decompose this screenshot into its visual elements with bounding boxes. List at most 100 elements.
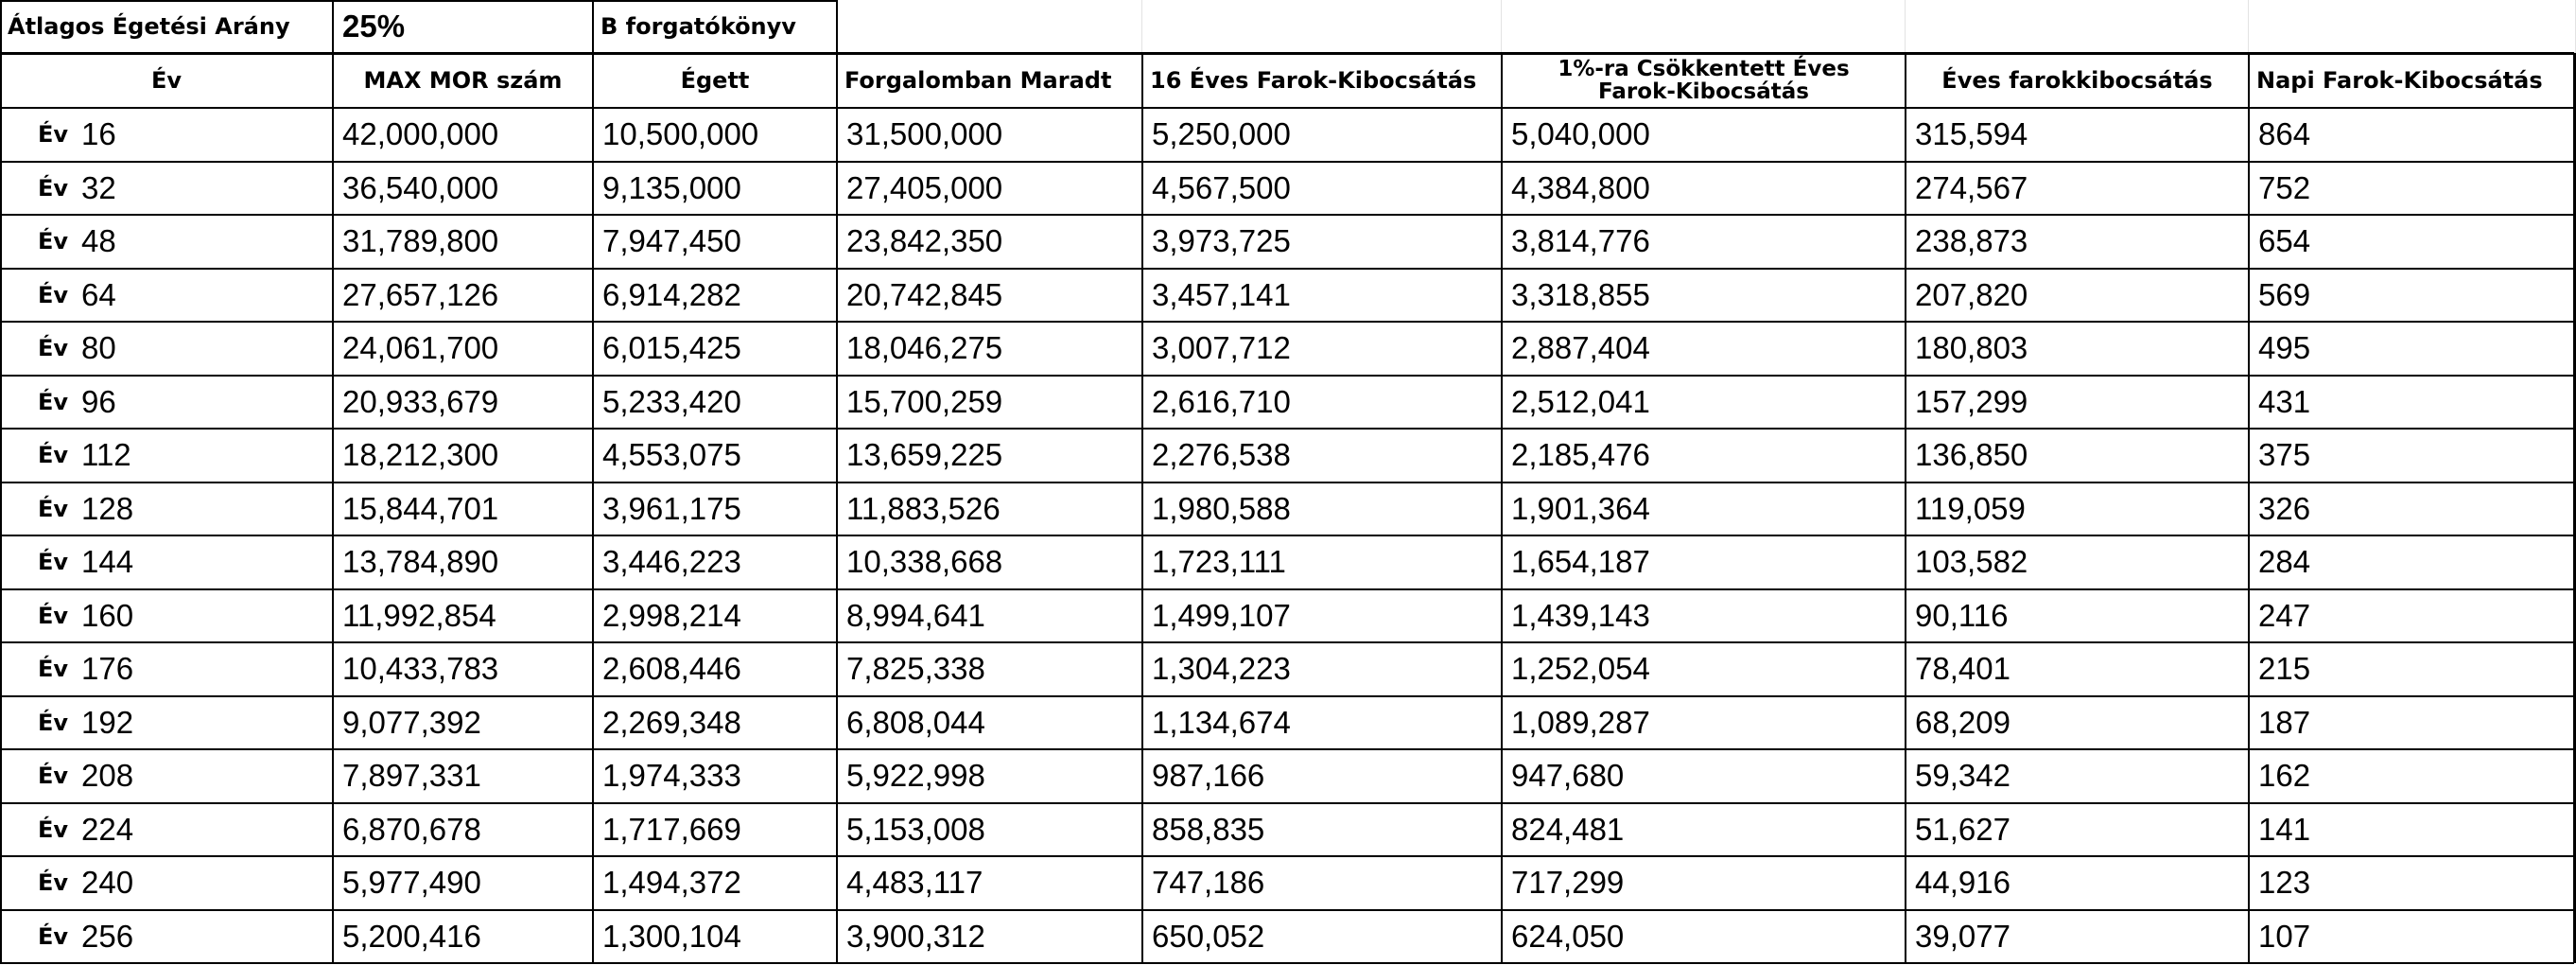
burned-cell[interactable]: 9,135,000 <box>602 169 741 205</box>
circulating-cell[interactable]: 7,825,338 <box>846 651 985 687</box>
year-cell[interactable]: Év 208 <box>0 749 333 803</box>
tail-reduced-cell[interactable]: 3,814,776 <box>1511 223 1650 259</box>
header-circulating[interactable]: Forgalomban Maradt <box>844 67 1112 94</box>
header-annual-tail-emission[interactable]: Éves farokkibocsátás <box>1941 67 2213 94</box>
tail-reduced-cell[interactable]: 824,481 <box>1511 811 1625 847</box>
year-cell[interactable]: Év 96 <box>0 376 333 430</box>
tail-16-year-cell[interactable]: 858,835 <box>1152 811 1265 847</box>
max-mor-cell[interactable]: 5,200,416 <box>342 918 481 954</box>
tail-annual-cell[interactable]: 68,209 <box>1915 704 2010 740</box>
circulating-cell[interactable]: 15,700,259 <box>846 383 1003 419</box>
tail-reduced-cell[interactable]: 624,050 <box>1511 918 1625 954</box>
burned-cell[interactable]: 6,015,425 <box>602 330 741 366</box>
tail-daily-cell[interactable]: 864 <box>2258 116 2311 152</box>
max-mor-cell[interactable]: 42,000,000 <box>342 116 499 152</box>
year-cell[interactable]: Év 80 <box>0 322 333 376</box>
circulating-cell[interactable]: 8,994,641 <box>846 597 985 633</box>
max-mor-cell[interactable]: 11,992,854 <box>342 597 496 633</box>
tail-16-year-cell[interactable]: 1,980,588 <box>1152 490 1291 526</box>
empty-cell[interactable] <box>837 0 1142 53</box>
empty-cell[interactable] <box>1906 0 2249 53</box>
year-cell[interactable]: Év 160 <box>0 589 333 643</box>
max-mor-cell[interactable]: 27,657,126 <box>342 276 499 312</box>
burned-cell[interactable]: 7,947,450 <box>602 223 741 259</box>
tail-daily-cell[interactable]: 123 <box>2258 865 2311 901</box>
circulating-cell[interactable]: 23,842,350 <box>846 223 1003 259</box>
burned-cell[interactable]: 2,608,446 <box>602 651 741 687</box>
circulating-cell[interactable]: 4,483,117 <box>846 865 983 901</box>
burned-cell[interactable]: 1,494,372 <box>602 865 741 901</box>
tail-daily-cell[interactable]: 569 <box>2258 276 2311 312</box>
tail-reduced-cell[interactable]: 3,318,855 <box>1511 276 1650 312</box>
max-mor-cell[interactable]: 13,784,890 <box>342 544 499 580</box>
max-mor-cell[interactable]: 10,433,783 <box>342 651 499 687</box>
tail-daily-cell[interactable]: 162 <box>2258 758 2311 794</box>
tail-16-year-cell[interactable]: 1,499,107 <box>1152 597 1291 633</box>
header-year[interactable]: Év <box>150 67 183 94</box>
tail-reduced-cell[interactable]: 1,089,287 <box>1511 704 1650 740</box>
tail-reduced-cell[interactable]: 5,040,000 <box>1511 116 1650 152</box>
max-mor-cell[interactable]: 15,844,701 <box>342 490 499 526</box>
tail-16-year-cell[interactable]: 1,134,674 <box>1152 704 1291 740</box>
burn-rate-label[interactable]: Átlagos Égetési Arány <box>8 13 290 40</box>
tail-16-year-cell[interactable]: 2,276,538 <box>1152 437 1291 473</box>
year-cell[interactable]: Év 48 <box>0 215 333 269</box>
tail-16-year-cell[interactable]: 4,567,500 <box>1152 169 1291 205</box>
tail-reduced-cell[interactable]: 1,439,143 <box>1511 597 1650 633</box>
tail-16-year-cell[interactable]: 3,007,712 <box>1152 330 1291 366</box>
burned-cell[interactable]: 2,269,348 <box>602 704 741 740</box>
max-mor-cell[interactable]: 24,061,700 <box>342 330 499 366</box>
tail-annual-cell[interactable]: 59,342 <box>1915 758 2010 794</box>
scenario-label[interactable]: B forgatókönyv <box>600 13 796 40</box>
tail-16-year-cell[interactable]: 2,616,710 <box>1152 383 1291 419</box>
year-cell[interactable]: Év 112 <box>0 429 333 482</box>
tail-annual-cell[interactable]: 315,594 <box>1915 116 2028 152</box>
empty-cell[interactable] <box>1502 0 1906 53</box>
circulating-cell[interactable]: 13,659,225 <box>846 437 1003 473</box>
burned-cell[interactable]: 4,553,075 <box>602 437 741 473</box>
header-16-year-tail-emission[interactable]: 16 Éves Farok-Kibocsátás <box>1150 67 1477 94</box>
tail-daily-cell[interactable]: 326 <box>2258 490 2311 526</box>
tail-16-year-cell[interactable]: 5,250,000 <box>1152 116 1291 152</box>
tail-annual-cell[interactable]: 207,820 <box>1915 276 2028 312</box>
circulating-cell[interactable]: 11,883,526 <box>846 490 1001 526</box>
tail-reduced-cell[interactable]: 1,901,364 <box>1511 490 1650 526</box>
header-max-mor[interactable]: MAX MOR szám <box>363 67 563 94</box>
tail-daily-cell[interactable]: 752 <box>2258 169 2311 205</box>
tail-16-year-cell[interactable]: 650,052 <box>1152 918 1265 954</box>
tail-16-year-cell[interactable]: 987,166 <box>1152 758 1265 794</box>
circulating-cell[interactable]: 31,500,000 <box>846 116 1003 152</box>
tail-annual-cell[interactable]: 44,916 <box>1915 865 2010 901</box>
max-mor-cell[interactable]: 7,897,331 <box>342 758 481 794</box>
tail-annual-cell[interactable]: 103,582 <box>1915 544 2028 580</box>
burned-cell[interactable]: 1,717,669 <box>602 811 741 847</box>
tail-daily-cell[interactable]: 215 <box>2258 651 2311 687</box>
tail-reduced-cell[interactable]: 947,680 <box>1511 758 1625 794</box>
circulating-cell[interactable]: 20,742,845 <box>846 276 1003 312</box>
tail-annual-cell[interactable]: 180,803 <box>1915 330 2028 366</box>
tail-daily-cell[interactable]: 375 <box>2258 437 2311 473</box>
tail-daily-cell[interactable]: 431 <box>2258 383 2311 419</box>
circulating-cell[interactable]: 5,922,998 <box>846 758 985 794</box>
empty-cell[interactable] <box>1142 0 1502 53</box>
circulating-cell[interactable]: 10,338,668 <box>846 544 1003 580</box>
tail-reduced-cell[interactable]: 1,654,187 <box>1511 544 1650 580</box>
tail-16-year-cell[interactable]: 1,723,111 <box>1152 544 1286 580</box>
tail-daily-cell[interactable]: 654 <box>2258 223 2311 259</box>
tail-annual-cell[interactable]: 51,627 <box>1915 811 2010 847</box>
tail-16-year-cell[interactable]: 3,457,141 <box>1152 276 1291 312</box>
max-mor-cell[interactable]: 31,789,800 <box>342 223 499 259</box>
max-mor-cell[interactable]: 18,212,300 <box>342 437 499 473</box>
empty-cell[interactable] <box>2249 0 2576 53</box>
tail-daily-cell[interactable]: 284 <box>2258 544 2311 580</box>
header-reduced-annual-tail-emission[interactable]: 1%-ra Csökkentett Éves Farok-Kibocsátás <box>1558 57 1850 104</box>
tail-daily-cell[interactable]: 187 <box>2258 704 2311 740</box>
tail-daily-cell[interactable]: 141 <box>2258 811 2311 847</box>
circulating-cell[interactable]: 27,405,000 <box>846 169 1003 205</box>
tail-annual-cell[interactable]: 39,077 <box>1915 918 2010 954</box>
tail-16-year-cell[interactable]: 1,304,223 <box>1152 651 1291 687</box>
max-mor-cell[interactable]: 9,077,392 <box>342 704 481 740</box>
tail-daily-cell[interactable]: 247 <box>2258 597 2311 633</box>
tail-16-year-cell[interactable]: 747,186 <box>1152 865 1265 901</box>
tail-annual-cell[interactable]: 78,401 <box>1915 651 2010 687</box>
